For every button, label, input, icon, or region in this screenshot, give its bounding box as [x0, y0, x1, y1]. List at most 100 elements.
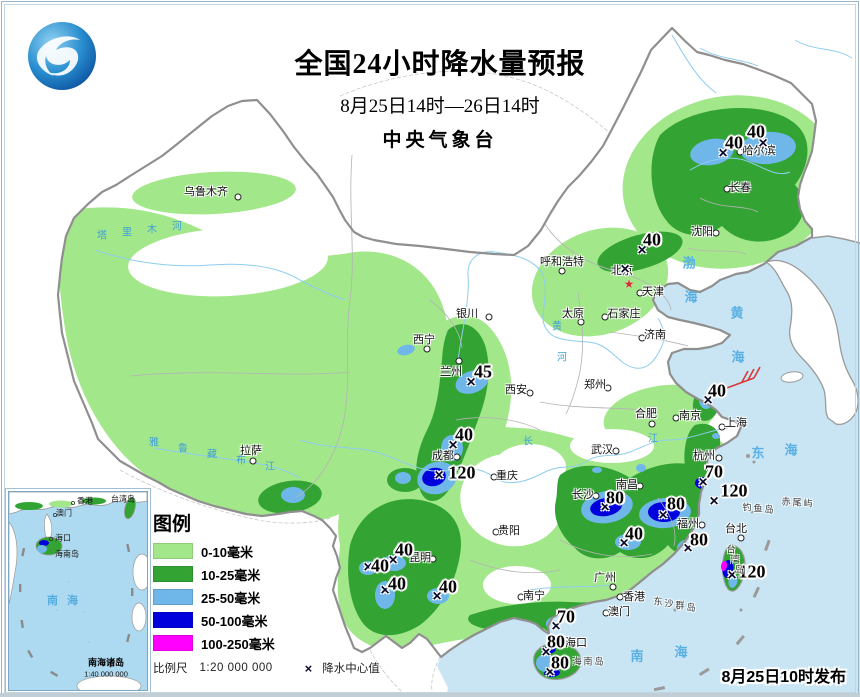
- region-label: 鱼: [753, 503, 763, 514]
- issue-time: 8月25日10时发布: [721, 669, 847, 686]
- precip-center-marker: ×: [703, 392, 713, 409]
- region-label: 东: [653, 596, 663, 607]
- city-dot: [423, 345, 431, 353]
- legend-item-label: 50-100毫米: [201, 613, 268, 629]
- city-label: 哈尔滨: [742, 145, 776, 157]
- map-agency: 中央气象台: [382, 130, 498, 151]
- precip-center-marker: ×: [448, 437, 458, 454]
- precip-value-label: 40: [388, 573, 406, 594]
- city-dot: [612, 447, 620, 455]
- city-label: 长沙: [572, 489, 594, 501]
- city-label: 南昌: [616, 479, 638, 491]
- nine-dash-line: [653, 539, 771, 692]
- city-label: 南京: [679, 410, 701, 422]
- city-label: 长春: [729, 182, 751, 194]
- city-label: 石家庄: [607, 308, 641, 320]
- city-dot: [604, 384, 612, 392]
- river-label: 鲁: [178, 443, 188, 455]
- precip-value-label: 120: [448, 462, 476, 483]
- legend-item: 50-100毫米: [153, 612, 392, 629]
- region-label: 尾: [792, 497, 802, 508]
- sea-label: 黄: [730, 305, 744, 321]
- precip-center-marker: ×: [758, 135, 768, 152]
- sea-label: 海: [674, 644, 688, 660]
- inset-label: 台湾岛: [111, 494, 135, 504]
- precip-center-marker: ×: [432, 588, 442, 605]
- river-label: 黄: [552, 321, 562, 333]
- legend-items: 0-10毫米 10-25毫米 25-50毫米 50-100毫米 100-250毫米: [153, 543, 392, 652]
- city-dot: [638, 334, 646, 342]
- city-label: 西宁: [413, 334, 435, 346]
- city-label: 福州: [677, 518, 699, 530]
- jeju-island: [780, 371, 804, 383]
- city-label: 台北: [725, 523, 747, 535]
- city-dot: [455, 357, 463, 365]
- river-label: 雅: [149, 437, 159, 449]
- precip-value-label: 40: [747, 121, 765, 142]
- legend-swatch: [153, 566, 193, 582]
- region-label: 赤: [781, 496, 791, 507]
- taiwan-island: [720, 544, 746, 592]
- legend-swatch: [153, 543, 193, 559]
- city-label: 西安: [505, 384, 527, 396]
- city-dot: [560, 640, 568, 648]
- precip-center-symbol: ×: [304, 660, 313, 676]
- scale-label: 比例尺: [153, 663, 188, 675]
- city-label: 太原: [562, 308, 584, 320]
- precip-center-marker: ×: [600, 499, 610, 516]
- region-label: 湾: [730, 554, 740, 565]
- city-label: 合肥: [635, 408, 657, 420]
- city-dot: [609, 583, 617, 591]
- hainan-island: [533, 642, 582, 680]
- precip-value-label: 80: [667, 493, 685, 514]
- legend-item: 0-10毫米: [153, 543, 392, 560]
- china-boundary: [56, 26, 818, 659]
- legend-swatch: [153, 635, 193, 651]
- city-dot: [616, 593, 624, 601]
- city-dot: [485, 313, 493, 321]
- precip-value-label: 80: [690, 529, 708, 550]
- typhoon-symbol: [723, 366, 761, 390]
- precip-value-label: 80: [551, 652, 569, 673]
- sea-label: 东: [751, 445, 765, 461]
- region-label: 台: [726, 544, 736, 555]
- inset-labels: 香港 台湾岛 澳门 海口 海南岛 南海 南海诸岛 1:40 000 000: [9, 492, 147, 690]
- precip-value-label: 80: [547, 631, 565, 652]
- map-subtitle: 8月25日14时—26日14时: [340, 96, 540, 117]
- river-label: 河: [172, 221, 182, 233]
- precip-value-label: 40: [643, 229, 661, 250]
- precip-center-marker: ×: [541, 644, 551, 661]
- city-dot: [648, 420, 656, 428]
- city-label: 上海: [725, 417, 747, 429]
- inset-label: 1:40 000 000: [84, 669, 128, 679]
- title-block: 全国24小时降水量预报 8月25日14时—26日14时 中央气象台: [230, 42, 650, 152]
- sea-label: 海: [731, 349, 745, 365]
- rivers: [94, 34, 791, 591]
- city-label: 天津: [642, 286, 664, 298]
- city-dot: [737, 534, 745, 542]
- city-label: 乌鲁木齐: [184, 186, 228, 198]
- precip-value-label: 40: [439, 576, 457, 597]
- city-label: 郑州: [584, 379, 606, 391]
- precip-center-marker: ×: [388, 552, 398, 569]
- precip-center-marker: ×: [434, 467, 444, 484]
- province-borders: [129, 154, 759, 574]
- city-dot: [723, 185, 731, 193]
- precip-center-marker: ×: [718, 145, 728, 162]
- precip-center-marker: ×: [380, 582, 390, 599]
- city-dot: [712, 229, 720, 237]
- river-label: 木: [147, 224, 157, 236]
- inset-label: 澳门: [56, 508, 72, 518]
- precip-value-label: 120: [720, 480, 748, 501]
- region-label: 岛: [734, 564, 744, 575]
- map-title: 全国24小时降水量预报: [294, 49, 586, 80]
- city-label: 海口: [565, 637, 587, 649]
- legend-item: 10-25毫米: [153, 566, 392, 583]
- legend-item: 100-250毫米: [153, 635, 392, 652]
- legend-swatch: [153, 612, 193, 628]
- legend-item: 25-50毫米: [153, 589, 392, 606]
- river-label: 里: [122, 227, 132, 239]
- region-label: 海: [572, 656, 582, 667]
- precip-center-marker: ×: [658, 507, 668, 524]
- precip-value-label: 40: [395, 539, 413, 560]
